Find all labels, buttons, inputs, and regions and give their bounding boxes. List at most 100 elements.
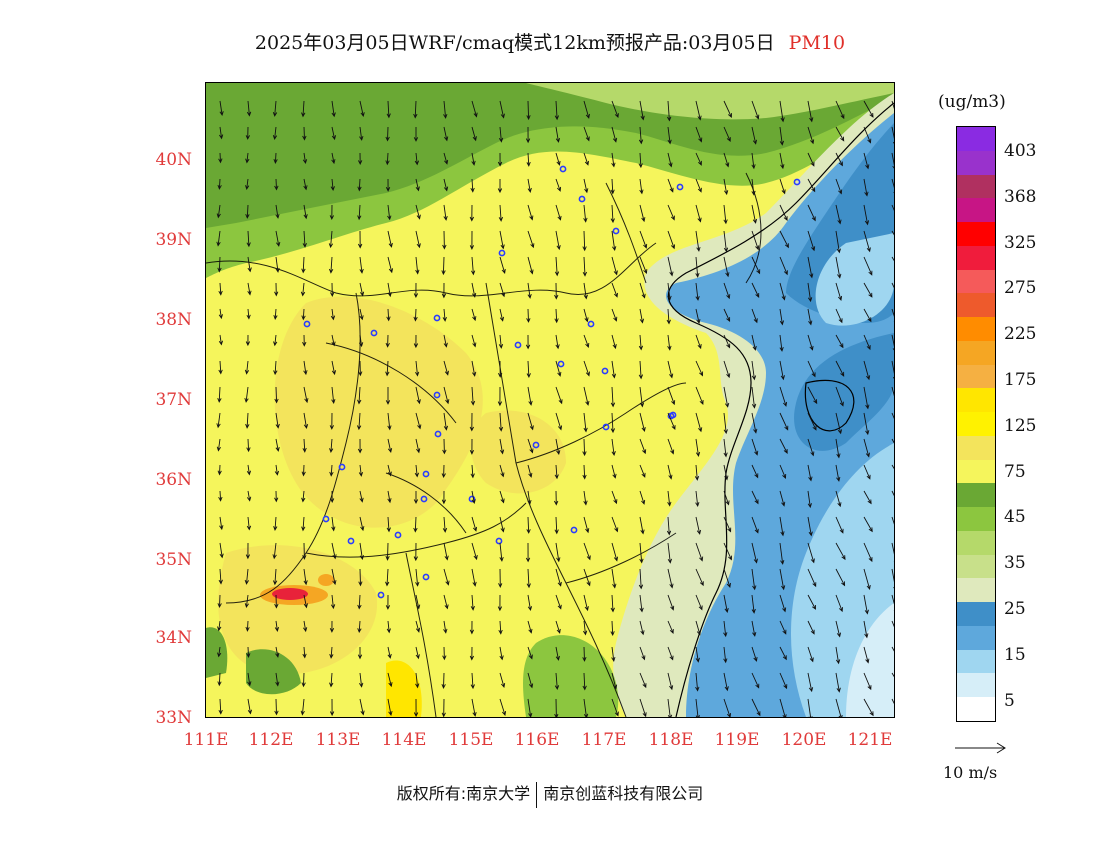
wind-arrow-icon — [611, 438, 616, 457]
wind-arrow-icon — [723, 594, 729, 614]
wind-arrow-icon — [835, 360, 845, 377]
wind-arrow-icon — [639, 698, 647, 717]
wind-arrow-icon — [245, 204, 250, 219]
wind-arrow-icon — [695, 646, 700, 663]
legend-label: 5 — [1004, 690, 1015, 711]
lat-tick-38: 38N — [155, 310, 192, 330]
wind-arrow-icon — [667, 386, 676, 406]
wind-arrow-icon — [413, 491, 419, 505]
wind-arrow-icon — [469, 438, 475, 455]
legend-swatch — [957, 673, 995, 698]
wind-arrow-icon — [499, 516, 505, 533]
wind-arrow-icon — [217, 646, 222, 658]
wind-arrow-icon — [471, 568, 477, 587]
wind-arrow-icon — [274, 386, 279, 404]
lon-tick-114: 114E — [381, 730, 427, 750]
wind-arrow-icon — [638, 568, 644, 590]
lon-tick-112: 112E — [248, 730, 294, 750]
wind-arrow-icon — [611, 308, 618, 322]
wind-arrow-icon — [835, 672, 841, 693]
wind-arrow-icon — [723, 542, 733, 561]
city-marker-icon — [559, 165, 567, 173]
wind-arrow-icon — [555, 646, 560, 661]
wind-arrow-icon — [835, 308, 843, 324]
wind-arrow-icon — [303, 620, 308, 633]
legend-swatch — [957, 435, 995, 461]
city-marker-icon — [338, 463, 346, 471]
wind-arrow-icon — [469, 230, 475, 250]
wind-arrow-icon — [275, 672, 280, 687]
wind-arrow-icon — [217, 464, 222, 476]
sea-deep-mid — [794, 333, 894, 451]
wind-arrow-icon — [583, 516, 590, 534]
wind-arrow-icon — [527, 204, 534, 221]
city-marker-icon — [433, 314, 441, 322]
wind-arrow-icon — [554, 490, 559, 506]
wind-arrow-icon — [526, 568, 531, 589]
wind-arrow-icon — [779, 334, 784, 352]
city-marker-icon — [303, 320, 311, 328]
lat-tick-35: 35N — [155, 550, 192, 570]
wind-arrow-icon — [639, 490, 646, 505]
wind-arrow-icon — [695, 256, 700, 278]
wind-arrow-icon — [891, 594, 894, 611]
wind-arrow-icon — [779, 412, 789, 431]
wind-arrow-icon — [638, 334, 644, 351]
wind-arrow-icon — [723, 412, 728, 435]
wind-vectors — [216, 100, 894, 717]
wind-arrow-icon — [415, 620, 421, 633]
wind-arrow-icon — [275, 438, 280, 452]
wind-arrow-icon — [301, 308, 306, 321]
wind-arrow-icon — [245, 412, 250, 429]
legend-swatch — [957, 412, 995, 437]
wind-arrow-icon — [498, 204, 504, 222]
lon-tick-113: 113E — [315, 730, 361, 750]
wind-arrow-icon — [385, 594, 391, 610]
wind-arrow-icon — [527, 412, 534, 431]
wind-arrow-icon — [413, 516, 418, 533]
wind-arrow-icon — [245, 542, 251, 560]
wind-arrow-icon — [499, 282, 506, 298]
wind-arrow-icon — [611, 542, 619, 562]
wind-arrow-icon — [275, 256, 280, 273]
wind-arrow-icon — [329, 464, 334, 477]
wind-arrow-icon — [835, 386, 844, 407]
city-marker-icon — [557, 360, 565, 368]
city-marker-icon — [422, 573, 430, 581]
wind-arrow-icon — [527, 438, 534, 454]
city-marker-icon — [676, 183, 684, 191]
wind-arrow-icon — [583, 100, 590, 119]
wind-arrow-icon — [638, 152, 643, 169]
wind-arrow-icon — [387, 698, 393, 716]
wind-arrow-icon — [329, 412, 335, 430]
wind-arrow-icon — [471, 152, 476, 166]
wind-arrow-icon — [385, 568, 390, 587]
wind-arrow-icon — [751, 152, 756, 170]
wind-arrow-icon — [835, 100, 845, 120]
wind-arrow-icon — [779, 542, 785, 565]
wind-arrow-icon — [357, 386, 362, 405]
legend-label: 25 — [1004, 599, 1026, 619]
city-marker-icon — [612, 227, 620, 235]
wind-arrow-icon — [244, 568, 249, 585]
wind-arrow-icon — [300, 698, 305, 716]
wind-arrow-icon — [385, 360, 390, 377]
wind-arrow-icon — [301, 256, 306, 274]
wind-arrow-icon — [441, 672, 446, 689]
wind-arrow-icon — [779, 178, 786, 195]
wind-arrow-icon — [555, 594, 562, 610]
wind-arrow-icon — [611, 100, 619, 119]
wind-arrow-icon — [359, 126, 364, 141]
wind-arrow-icon — [387, 490, 392, 504]
wind-arrow-icon — [751, 438, 759, 456]
wind-arrow-icon — [667, 646, 674, 661]
wind-arrow-icon — [217, 178, 222, 190]
wind-arrow-icon — [499, 542, 504, 562]
wind-arrow-icon — [555, 542, 561, 563]
wind-arrow-icon — [469, 204, 475, 222]
lon-tick-118: 118E — [648, 730, 694, 750]
map-panel[interactable] — [205, 82, 895, 718]
wind-arrow-icon — [442, 646, 447, 661]
wind-arrow-icon — [442, 230, 447, 250]
wind-arrow-icon — [695, 100, 702, 121]
